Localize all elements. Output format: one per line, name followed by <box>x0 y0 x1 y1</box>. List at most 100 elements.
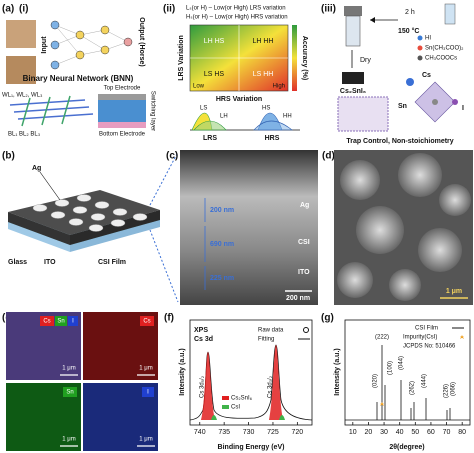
shape <box>50 211 66 219</box>
x-tick-label: 20 <box>365 429 373 436</box>
shape <box>189 319 313 426</box>
shape <box>444 3 456 25</box>
label: LS <box>200 106 207 112</box>
shape <box>6 20 36 48</box>
label: Fitting <box>258 337 274 343</box>
label: LS HH <box>253 71 274 78</box>
label: (100) <box>388 361 394 375</box>
label: Cs₂SnI₆ <box>231 396 253 402</box>
label: HRS <box>265 135 280 142</box>
label: (c) <box>166 151 178 162</box>
shape <box>417 35 423 41</box>
shape <box>100 25 110 35</box>
label: I <box>462 105 464 112</box>
label: Binary Neural Network (BNN) <box>23 74 134 83</box>
shape <box>32 204 48 212</box>
label: 1 μm <box>62 437 75 443</box>
label: LRS Variation <box>178 35 185 81</box>
shape <box>90 213 106 221</box>
shape <box>54 24 81 36</box>
shape <box>344 6 362 16</box>
label: Bottom Electrode <box>99 132 146 138</box>
label: I <box>147 390 149 396</box>
label: 225 nm <box>210 275 234 282</box>
label: 1 μm <box>139 366 152 372</box>
shape <box>337 153 471 301</box>
label: Cs <box>143 319 150 325</box>
label: Sn <box>398 103 407 110</box>
shape <box>70 220 160 252</box>
shape <box>55 316 67 326</box>
label: 1 μm <box>62 366 75 372</box>
label: LH <box>220 114 228 120</box>
label: (f) <box>164 313 174 324</box>
shape <box>68 316 78 326</box>
shape <box>76 194 92 202</box>
shape <box>98 94 146 100</box>
label: XPS <box>194 327 208 334</box>
shape <box>104 29 129 43</box>
label: Cs <box>422 72 431 79</box>
x-tick-label: 725 <box>267 429 279 436</box>
shape <box>110 219 126 227</box>
shape <box>21 97 31 127</box>
label: (i) <box>19 4 28 15</box>
label: 200 nm <box>210 207 234 214</box>
shape <box>356 206 404 254</box>
shape <box>112 208 128 216</box>
shape <box>132 213 148 221</box>
shape <box>54 24 81 56</box>
shape <box>337 262 373 298</box>
shape <box>6 56 36 84</box>
label: Cs₂SnI₆ <box>340 88 366 95</box>
label: LRS <box>203 135 217 142</box>
shape <box>94 201 110 209</box>
shape <box>342 72 364 84</box>
shape <box>345 345 470 421</box>
x-tick-label: 10 <box>349 429 357 436</box>
label: Raw data <box>258 328 284 334</box>
shape <box>39 171 61 201</box>
shape <box>40 316 54 326</box>
shape <box>193 120 227 131</box>
shape <box>61 95 71 125</box>
shape <box>17 113 94 120</box>
label: CsI <box>231 405 240 411</box>
label: ITO <box>298 269 310 276</box>
label: Sn <box>66 390 73 396</box>
shape <box>418 228 462 272</box>
label: (066) <box>451 382 457 396</box>
shape <box>9 99 94 120</box>
shape <box>222 396 229 400</box>
label: (222) <box>375 335 389 341</box>
shape <box>180 150 318 305</box>
shape <box>88 224 104 232</box>
label: Dry <box>360 57 371 64</box>
shape <box>54 24 129 66</box>
shape <box>50 60 60 70</box>
x-tick-label: 30 <box>380 429 388 436</box>
x-tick-label: 730 <box>243 429 255 436</box>
label: CSI Film <box>98 259 126 266</box>
shape <box>345 15 361 47</box>
x-tick-label: 70 <box>443 429 451 436</box>
label: 150 °C <box>398 27 419 35</box>
shape <box>9 99 86 106</box>
shape <box>50 20 60 30</box>
x-tick-label: 60 <box>427 429 435 436</box>
label: BL₁ BL₂ BL₃ <box>8 132 41 138</box>
shape <box>50 40 60 50</box>
label: HS <box>262 106 270 112</box>
shape <box>340 160 380 200</box>
shape <box>211 415 217 420</box>
label: High <box>273 84 285 90</box>
shape <box>380 402 384 406</box>
shape <box>292 25 297 91</box>
shape <box>63 387 77 397</box>
label: CSI Film <box>415 326 438 332</box>
shape <box>72 206 88 214</box>
shape <box>201 352 215 420</box>
shape <box>54 199 70 207</box>
label: (444) <box>422 374 428 388</box>
